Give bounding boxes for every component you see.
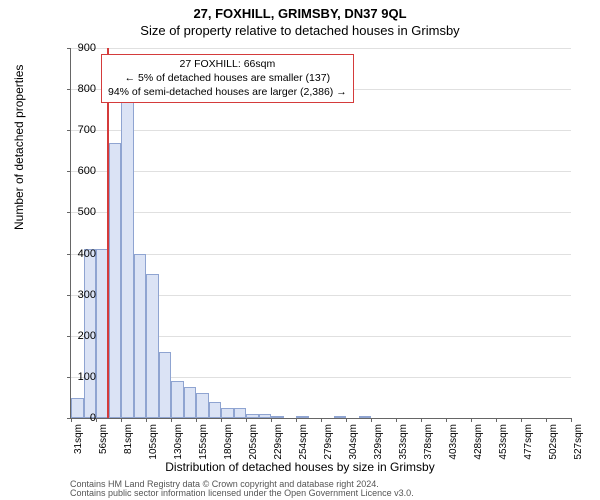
xtick-mark — [296, 418, 297, 422]
ytick-mark — [67, 336, 71, 337]
histogram-bar — [184, 387, 197, 418]
xtick-label: 304sqm — [348, 424, 359, 460]
histogram-bar — [121, 93, 134, 418]
xtick-label: 130sqm — [173, 424, 184, 460]
xtick-mark — [421, 418, 422, 422]
xtick-label: 279sqm — [323, 424, 334, 460]
reference-info-box: 27 FOXHILL: 66sqm ← 5% of detached house… — [101, 54, 354, 103]
histogram-bar — [159, 352, 172, 418]
histogram-bar — [359, 416, 372, 418]
gridline — [71, 212, 571, 213]
xtick-mark — [546, 418, 547, 422]
ytick-label: 400 — [78, 248, 96, 260]
ytick-label: 500 — [78, 206, 96, 218]
ytick-label: 300 — [78, 289, 96, 301]
histogram-bar — [221, 408, 234, 418]
info-box-line2: ← 5% of detached houses are smaller (137… — [108, 71, 347, 85]
xtick-mark — [71, 418, 72, 422]
histogram-bar — [296, 416, 309, 418]
xtick-mark — [446, 418, 447, 422]
histogram-bar — [146, 274, 159, 418]
chart-plot-area: 27 FOXHILL: 66sqm ← 5% of detached house… — [70, 48, 571, 419]
xtick-mark — [96, 418, 97, 422]
histogram-bar — [109, 143, 122, 418]
footer-line2: Contains public sector information licen… — [70, 489, 414, 498]
xtick-mark — [471, 418, 472, 422]
xtick-label: 56sqm — [98, 424, 109, 454]
xtick-mark — [246, 418, 247, 422]
ytick-label: 100 — [78, 371, 96, 383]
xtick-mark — [396, 418, 397, 422]
x-axis-label: Distribution of detached houses by size … — [0, 460, 600, 474]
gridline — [71, 130, 571, 131]
xtick-label: 477sqm — [523, 424, 534, 460]
ytick-mark — [67, 171, 71, 172]
xtick-mark — [371, 418, 372, 422]
chart-title-sub: Size of property relative to detached ho… — [0, 21, 600, 42]
ytick-label: 900 — [78, 42, 96, 54]
xtick-mark — [221, 418, 222, 422]
xtick-label: 403sqm — [448, 424, 459, 460]
xtick-label: 229sqm — [273, 424, 284, 460]
xtick-mark — [496, 418, 497, 422]
xtick-label: 329sqm — [373, 424, 384, 460]
ytick-mark — [67, 295, 71, 296]
info-box-line3: 94% of semi-detached houses are larger (… — [108, 85, 347, 99]
histogram-bar — [334, 416, 347, 418]
ytick-label: 800 — [78, 83, 96, 95]
histogram-bar — [271, 416, 284, 418]
gridline — [71, 171, 571, 172]
xtick-mark — [346, 418, 347, 422]
histogram-bar — [259, 414, 272, 418]
xtick-mark — [571, 418, 572, 422]
ytick-mark — [67, 254, 71, 255]
ytick-label: 700 — [78, 124, 96, 136]
ytick-mark — [67, 89, 71, 90]
xtick-label: 155sqm — [198, 424, 209, 460]
info-box-line1: 27 FOXHILL: 66sqm — [108, 57, 347, 71]
xtick-label: 180sqm — [223, 424, 234, 460]
ytick-label: 600 — [78, 165, 96, 177]
reference-line — [107, 48, 109, 418]
xtick-mark — [521, 418, 522, 422]
xtick-label: 353sqm — [398, 424, 409, 460]
histogram-bar — [71, 398, 84, 418]
xtick-label: 378sqm — [423, 424, 434, 460]
histogram-bar — [209, 402, 222, 418]
xtick-label: 428sqm — [473, 424, 484, 460]
xtick-label: 81sqm — [123, 424, 134, 454]
ytick-label: 200 — [78, 330, 96, 342]
histogram-bar — [134, 254, 147, 418]
ytick-mark — [67, 377, 71, 378]
xtick-label: 527sqm — [573, 424, 584, 460]
footer-attrib: Contains HM Land Registry data © Crown c… — [70, 480, 414, 498]
xtick-mark — [171, 418, 172, 422]
xtick-mark — [196, 418, 197, 422]
xtick-mark — [146, 418, 147, 422]
ytick-mark — [67, 130, 71, 131]
ytick-mark — [67, 48, 71, 49]
chart-title-main: 27, FOXHILL, GRIMSBY, DN37 9QL — [0, 0, 600, 21]
xtick-label: 254sqm — [298, 424, 309, 460]
gridline — [71, 254, 571, 255]
histogram-bar — [246, 414, 259, 418]
xtick-label: 31sqm — [73, 424, 84, 454]
xtick-label: 502sqm — [548, 424, 559, 460]
ytick-mark — [67, 212, 71, 213]
ytick-label: 0 — [90, 412, 96, 424]
xtick-label: 205sqm — [248, 424, 259, 460]
xtick-label: 453sqm — [498, 424, 509, 460]
xtick-mark — [121, 418, 122, 422]
histogram-bar — [234, 408, 247, 418]
xtick-mark — [321, 418, 322, 422]
histogram-bar — [196, 393, 209, 418]
histogram-bar — [171, 381, 184, 418]
gridline — [71, 48, 571, 49]
xtick-label: 105sqm — [148, 424, 159, 460]
xtick-mark — [271, 418, 272, 422]
y-axis-label: Number of detached properties — [12, 65, 26, 230]
